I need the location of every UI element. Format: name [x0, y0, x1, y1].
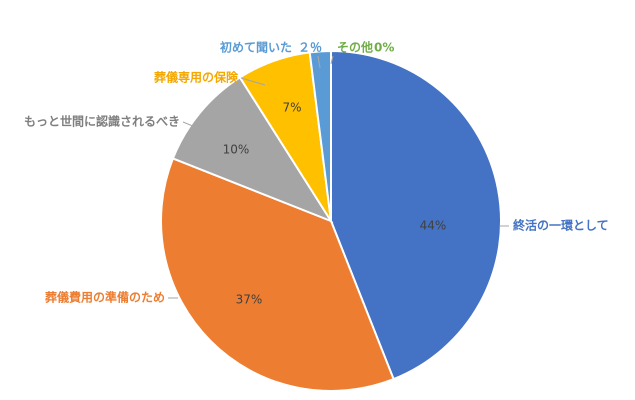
leader-line: [240, 77, 266, 86]
category-label: 葬儀費用の準備のため: [45, 290, 165, 305]
category-label: もっと世間に認識されるべき: [24, 114, 180, 129]
value-label: 44%: [420, 219, 447, 233]
category-label: 葬儀専用の保険: [154, 70, 239, 85]
pie-slice: [160, 157, 395, 392]
value-label: ２％: [298, 41, 322, 55]
value-label: 10%: [223, 143, 250, 157]
category-label: 初めて聞いた: [220, 40, 292, 55]
pie-slice: [171, 76, 334, 224]
leader-line: [330, 55, 334, 65]
pie-slice: [330, 49, 502, 381]
leader-line: [182, 121, 211, 134]
value-label: 37%: [236, 293, 263, 307]
category-label: 終活の一環として: [513, 218, 609, 233]
value-label: 7%: [282, 101, 301, 115]
leader-line: [317, 55, 321, 69]
value-label: 0%: [374, 41, 394, 55]
category-label: その他: [337, 40, 373, 55]
